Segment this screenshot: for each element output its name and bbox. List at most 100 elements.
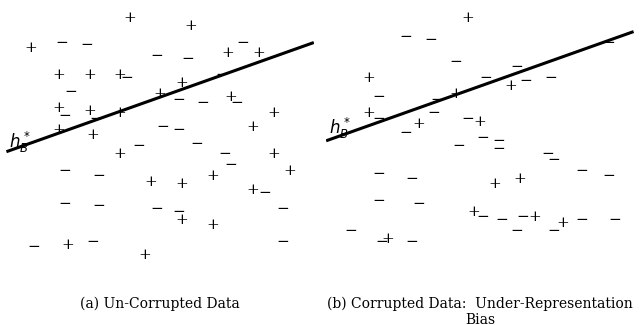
Text: +: + <box>206 169 219 183</box>
Text: +: + <box>83 104 96 118</box>
Text: +: + <box>363 71 376 85</box>
Text: −: − <box>56 35 68 49</box>
Text: −: − <box>510 224 523 238</box>
Text: −: − <box>541 148 554 162</box>
Text: −: − <box>172 123 185 137</box>
Text: +: + <box>221 46 234 60</box>
Text: −: − <box>276 202 289 216</box>
Text: −: − <box>89 112 102 126</box>
Text: +: + <box>86 128 99 142</box>
Text: −: − <box>547 153 560 167</box>
Text: −: − <box>406 235 419 249</box>
Text: −: − <box>120 71 132 85</box>
Text: +: + <box>206 218 219 232</box>
Text: −: − <box>603 35 616 49</box>
Text: −: − <box>406 172 419 186</box>
Text: −: − <box>479 71 492 85</box>
Text: −: − <box>132 139 145 153</box>
Text: (b) Corrupted Data:  Under-Representation
Bias: (b) Corrupted Data: Under-Representation… <box>327 296 633 325</box>
Text: −: − <box>150 202 163 216</box>
Text: +: + <box>461 11 474 25</box>
Text: +: + <box>363 107 376 121</box>
Text: −: − <box>575 213 588 227</box>
Text: −: − <box>492 142 505 156</box>
Text: +: + <box>114 148 127 162</box>
Text: −: − <box>431 93 444 107</box>
Text: −: − <box>516 210 529 224</box>
Text: −: − <box>276 235 289 249</box>
Text: −: − <box>172 93 185 107</box>
Text: +: + <box>246 120 259 134</box>
Text: +: + <box>114 107 127 121</box>
Text: −: − <box>344 224 357 238</box>
Text: −: − <box>28 240 40 254</box>
Text: −: − <box>372 166 385 181</box>
Text: +: + <box>52 101 65 115</box>
Text: $h_B^*$: $h_B^*$ <box>329 116 351 141</box>
Text: +: + <box>52 123 65 137</box>
Text: −: − <box>150 49 163 63</box>
Text: −: − <box>191 136 204 150</box>
Text: −: − <box>375 235 388 249</box>
Text: −: − <box>230 96 243 110</box>
Text: −: − <box>412 197 425 211</box>
Text: −: − <box>58 164 71 178</box>
Text: −: − <box>372 112 385 126</box>
Text: −: − <box>603 169 616 183</box>
Text: +: + <box>114 68 127 82</box>
Text: +: + <box>184 19 197 33</box>
Text: −: − <box>424 33 437 47</box>
Text: +: + <box>504 79 517 93</box>
Text: −: − <box>461 112 474 126</box>
Text: +: + <box>24 41 37 55</box>
Text: −: − <box>492 134 505 148</box>
Text: −: − <box>65 84 77 99</box>
Text: −: − <box>218 148 231 162</box>
Text: −: − <box>92 169 105 183</box>
Text: +: + <box>489 177 502 191</box>
Text: +: + <box>175 213 188 227</box>
Text: (a) Un-Corrupted Data: (a) Un-Corrupted Data <box>80 296 240 311</box>
Text: −: − <box>225 158 237 172</box>
Text: −: − <box>86 235 99 249</box>
Text: −: − <box>181 52 194 66</box>
Text: −: − <box>172 205 185 219</box>
Text: +: + <box>252 46 265 60</box>
Text: $h_B^*$: $h_B^*$ <box>10 130 31 155</box>
Text: +: + <box>513 172 526 186</box>
Text: −: − <box>58 197 71 211</box>
Text: +: + <box>557 216 569 230</box>
Text: +: + <box>52 68 65 82</box>
Text: +: + <box>268 148 280 162</box>
Text: +: + <box>83 68 96 82</box>
Text: −: − <box>157 120 170 134</box>
Text: +: + <box>154 87 166 101</box>
Text: −: − <box>58 109 71 123</box>
Text: +: + <box>175 177 188 191</box>
Text: +: + <box>283 164 296 178</box>
Text: −: − <box>477 131 490 145</box>
Text: −: − <box>495 213 508 227</box>
Text: −: − <box>449 55 461 69</box>
Text: −: − <box>92 199 105 213</box>
Text: −: − <box>400 30 412 44</box>
Text: +: + <box>175 76 188 90</box>
Text: +: + <box>412 117 425 131</box>
Text: −: − <box>259 186 271 200</box>
Text: +: + <box>467 205 480 219</box>
Text: −: − <box>372 194 385 208</box>
Text: −: − <box>237 35 250 49</box>
Text: −: − <box>196 96 209 110</box>
Text: +: + <box>225 90 237 104</box>
Text: +: + <box>123 11 136 25</box>
Text: +: + <box>529 210 541 224</box>
Text: +: + <box>138 248 151 263</box>
Text: −: − <box>520 74 532 88</box>
Text: −: − <box>510 60 523 74</box>
Text: −: − <box>575 164 588 178</box>
Text: −: − <box>477 210 490 224</box>
Text: −: − <box>609 213 621 227</box>
Text: +: + <box>381 232 394 246</box>
Text: +: + <box>449 87 461 101</box>
Text: +: + <box>246 183 259 197</box>
